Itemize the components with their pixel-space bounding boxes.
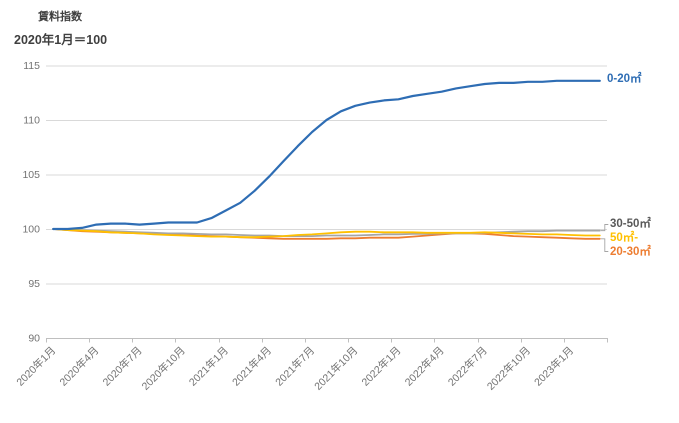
series-label-0-20: 0-20㎡	[607, 73, 642, 85]
y-tick-label: 115	[23, 60, 40, 72]
x-tick-label: 2021年1月	[186, 344, 231, 389]
x-tick-label: 2021年10月	[312, 344, 361, 393]
x-tick-label: 2021年7月	[273, 344, 318, 389]
y-tick-label: 90	[28, 333, 40, 345]
y-tick-label: 95	[28, 278, 40, 290]
x-tick-label: 2022年10月	[484, 344, 533, 393]
series-line-50-	[52, 228, 601, 239]
series-label-50plus: 50㎡-	[610, 232, 639, 244]
label-leader-lines	[600, 224, 609, 252]
x-tick-label: 2023年1月	[531, 344, 576, 389]
x-tick-label: 2020年7月	[100, 344, 145, 389]
series-line-0-20	[52, 79, 601, 231]
series-line-30-50	[52, 228, 601, 238]
y-axis-labels: 90 95 100 105 110 115	[22, 60, 40, 345]
x-tick-label: 2020年4月	[57, 344, 102, 389]
y-tick-label: 100	[22, 224, 40, 236]
y-tick-label: 105	[22, 169, 40, 181]
x-tick-label: 2022年4月	[402, 344, 447, 389]
chart-title: 賃料指数	[38, 11, 82, 23]
chart-subtitle: 2020年1月＝100	[14, 33, 108, 47]
y-tick-label: 110	[23, 115, 40, 127]
series-label-30-50: 30-50㎡	[610, 218, 651, 230]
x-tick-label: 2022年1月	[359, 344, 404, 389]
x-axis-ticks	[46, 338, 608, 343]
series-label-20-30: 20-30㎡	[610, 246, 651, 258]
x-tick-label: 2022年7月	[445, 344, 490, 389]
x-tick-label: 2020年10月	[139, 344, 188, 393]
gridlines	[46, 65, 607, 339]
x-tick-label: 2021年4月	[229, 344, 274, 389]
x-tick-label: 2020年1月	[14, 344, 59, 389]
